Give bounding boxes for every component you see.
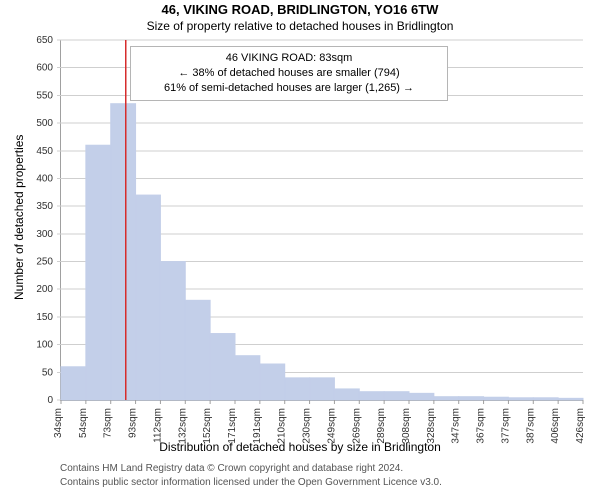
x-tick-label: 249sqm — [326, 408, 337, 444]
x-tick-label: 152sqm — [202, 408, 213, 444]
bars — [61, 104, 583, 400]
y-tick-label: 100 — [36, 340, 53, 351]
x-tick-label: 34sqm — [53, 408, 64, 438]
info-line-3: 61% of semi-detached houses are larger (… — [139, 81, 439, 96]
y-tick-label: 600 — [36, 63, 53, 74]
y-tick-label: 250 — [36, 257, 53, 268]
y-tick-label: 400 — [36, 173, 53, 184]
bar — [210, 334, 235, 400]
y-tick-label: 0 — [47, 395, 53, 406]
bar — [558, 398, 583, 400]
info-line-1: 46 VIKING ROAD: 83sqm — [139, 51, 439, 66]
y-tick-label: 450 — [36, 146, 53, 157]
x-tick-label: 387sqm — [525, 408, 536, 444]
y-tick-label: 300 — [36, 229, 53, 240]
x-tick-label: 210sqm — [277, 408, 288, 444]
bar — [409, 393, 434, 400]
x-tick-label: 328sqm — [426, 408, 437, 444]
x-tick-label: 377sqm — [500, 408, 511, 444]
x-tick-label: 406sqm — [550, 408, 561, 444]
x-axis-label: Distribution of detached houses by size … — [0, 440, 600, 454]
y-tick-label: 500 — [36, 118, 53, 129]
bar — [86, 145, 111, 400]
x-tick-label: 308sqm — [401, 408, 412, 444]
bar — [310, 378, 335, 400]
bar — [508, 398, 533, 400]
bar — [185, 300, 210, 400]
bar — [434, 397, 459, 400]
bar — [136, 195, 161, 400]
x-tick-label: 191sqm — [252, 408, 263, 444]
bar — [61, 367, 86, 400]
bar — [484, 397, 509, 400]
y-tick-label: 650 — [36, 35, 53, 46]
bar — [285, 378, 310, 400]
bar — [359, 392, 384, 400]
bar — [334, 389, 359, 400]
y-tick-label: 550 — [36, 90, 53, 101]
x-tick-label: 171sqm — [227, 408, 238, 444]
x-ticks: 34sqm 54sqm 73sqm 93sqm 112sqm 132sqm 152sqm 17… — [53, 400, 586, 444]
x-tick-label: 54sqm — [78, 408, 89, 438]
y-tick-label: 50 — [42, 367, 54, 378]
property-info-box: 46 VIKING ROAD: 83sqm ← 38% of detached … — [130, 46, 448, 101]
footer-line-1: Contains HM Land Registry data © Crown c… — [60, 462, 442, 476]
bar — [384, 392, 409, 400]
info-line-2: ← 38% of detached houses are smaller (79… — [139, 66, 439, 81]
chart-subtitle: Size of property relative to detached ho… — [0, 19, 600, 33]
bar — [533, 398, 558, 400]
x-tick-label: 132sqm — [177, 408, 188, 444]
x-tick-label: 73sqm — [103, 408, 114, 438]
chart-title: 46, VIKING ROAD, BRIDLINGTON, YO16 6TW — [0, 2, 600, 17]
y-tick-label: 200 — [36, 284, 53, 295]
x-tick-label: 347sqm — [451, 408, 462, 444]
x-tick-label: 426sqm — [575, 408, 586, 444]
bar — [260, 364, 285, 400]
bar — [160, 262, 185, 400]
y-tick-label: 350 — [36, 201, 53, 212]
x-tick-label: 367sqm — [476, 408, 487, 444]
bar — [459, 397, 484, 400]
x-tick-label: 93sqm — [128, 408, 139, 438]
x-tick-label: 112sqm — [152, 408, 163, 443]
x-tick-label: 269sqm — [351, 408, 362, 444]
footer-line-2: Contains public sector information licen… — [60, 476, 442, 490]
footer-attribution: Contains HM Land Registry data © Crown c… — [60, 462, 442, 489]
y-axis-label: Number of detached properties — [12, 135, 26, 300]
x-tick-label: 289sqm — [376, 408, 387, 444]
y-tick-label: 150 — [36, 312, 53, 323]
x-tick-label: 230sqm — [302, 408, 313, 444]
bar — [235, 356, 260, 400]
bar — [111, 104, 136, 400]
